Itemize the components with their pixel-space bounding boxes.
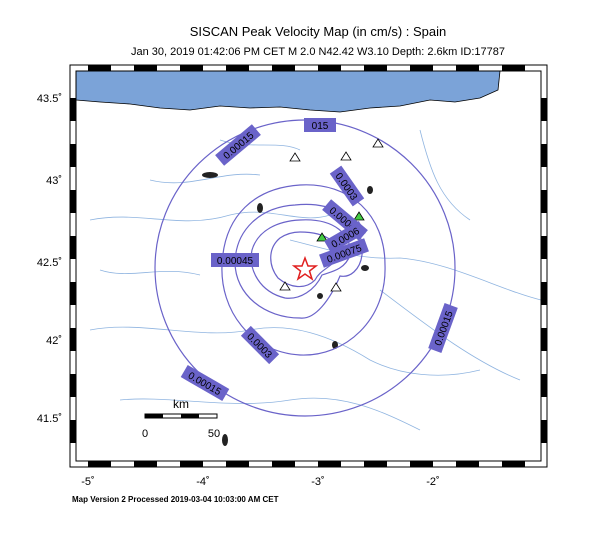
lat-label: 42.5˚ [37,257,62,269]
sea [76,71,501,113]
contour-label: 0.00045 [217,256,254,267]
rivers [89,129,541,431]
subtitle: Jan 30, 2019 01:42:06 PM CET M 2.0 N42.4… [131,46,505,58]
lon-label: -3˚ [311,476,324,488]
map-area: 0.00015 015 0.0003 0.00045 0.0006 0.0007… [69,64,548,468]
frame-inner [75,70,542,462]
lat-label: 43˚ [46,175,62,187]
contour-label: 015 [312,121,329,132]
scale-bar: km 0 50 [142,397,220,440]
footer: Map Version 2 Processed 2019-03-04 10:03… [72,495,279,504]
lat-label: 42˚ [46,335,62,347]
lat-label: 41.5˚ [37,413,62,425]
lat-label: 43.5˚ [37,93,62,105]
axis-labels: 43.5˚ 43˚ 42.5˚ 42˚ 41.5˚ -5˚ -4˚ -3˚ -2… [37,93,440,488]
lon-label: -4˚ [196,476,209,488]
title: SISCAN Peak Velocity Map (in cm/s) : Spa… [190,24,446,39]
epicenter [291,255,319,281]
scale-end: 50 [208,428,220,440]
scale-start: 0 [142,428,148,440]
frame-outer [69,64,548,468]
lakes [202,172,373,446]
lon-label: -5˚ [81,476,94,488]
lon-label: -2˚ [426,476,439,488]
scale-unit: km [173,397,189,411]
stations [279,138,384,292]
